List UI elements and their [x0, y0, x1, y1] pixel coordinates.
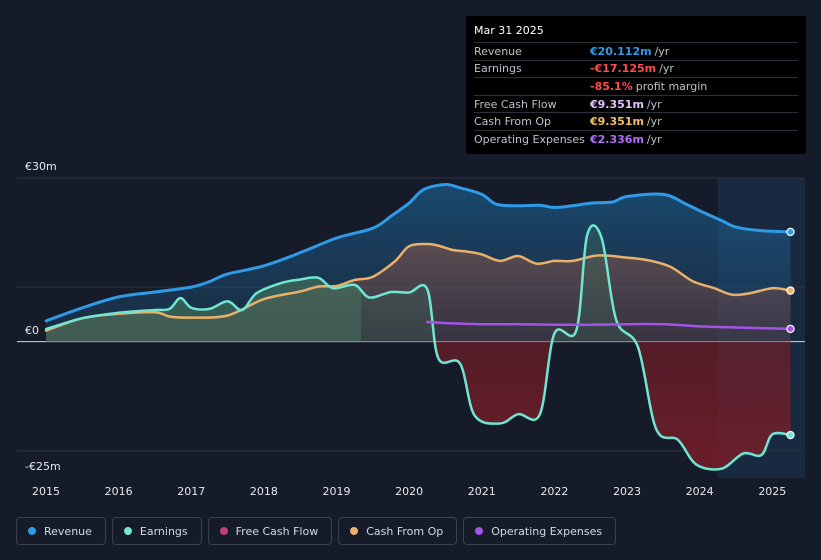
tooltip-row-value: €20.112m: [590, 44, 652, 58]
revenue-endpoint: [786, 227, 795, 237]
legend-dot-icon: [123, 527, 132, 535]
legend-label: Operating Expenses: [491, 524, 603, 538]
tooltip-row: Earnings -€17.125m/yr: [474, 61, 798, 79]
tooltip-row-value: -85.1%: [590, 79, 633, 93]
legend-label: Revenue: [44, 524, 92, 538]
x-tick-label: 2019: [323, 485, 351, 498]
y-tick-label: €30m: [25, 160, 57, 173]
x-axis: 2015 2016 2017 2018 2019 2020 2021 2022 2023 2024…: [32, 485, 786, 498]
legend-item-cash-from-op[interactable]: Cash From Op: [338, 517, 458, 545]
earnings-history-area: [46, 277, 361, 342]
legend-dot-icon: [219, 527, 228, 535]
tooltip-row-label: Operating Expenses: [474, 132, 585, 146]
tooltip-row-unit: /yr: [659, 62, 674, 76]
tooltip-row: -85.1% profit margin: [474, 78, 798, 96]
legend-label: Cash From Op: [366, 524, 444, 538]
series-endpoints: [786, 227, 795, 440]
tooltip-row-unit: /yr: [646, 132, 662, 146]
earnings-endpoint: [786, 430, 795, 440]
tooltip-row: Cash From Op €9.351m/yr: [474, 113, 798, 131]
x-tick-label: 2024: [686, 485, 714, 498]
legend-item-free-cash-flow[interactable]: Free Cash Flow: [207, 517, 333, 545]
y-tick-label: €0: [25, 324, 39, 337]
tooltip-row-unit: /yr: [654, 44, 670, 58]
y-tick-label: -€25m: [25, 460, 61, 473]
legend-dot-icon: [475, 527, 484, 535]
tooltip-row-label: Revenue: [474, 44, 522, 58]
tooltip-row-label: Earnings: [474, 62, 522, 76]
tooltip-row: Revenue €20.112m/yr: [474, 43, 798, 61]
earnings-line: [44, 224, 792, 471]
tooltip-row-unit: /yr: [646, 97, 662, 111]
tooltip-row-label: Free Cash Flow: [474, 97, 557, 111]
operating-expenses-line: [426, 320, 792, 331]
operating-expenses-endpoint: [786, 324, 795, 334]
tooltip-row-unit: profit margin: [635, 79, 708, 93]
tooltip-row-value: €9.351m: [590, 97, 644, 111]
x-tick-label: 2018: [250, 485, 278, 498]
x-tick-label: 2017: [177, 485, 205, 498]
legend-label: Earnings: [139, 524, 188, 538]
series-lines: [44, 182, 792, 471]
legend-dot-icon: [28, 527, 36, 535]
revenue-line: [44, 182, 792, 323]
tooltip-row-value: €9.351m: [590, 115, 644, 129]
x-tick-label: 2020: [395, 485, 423, 498]
x-tick-label: 2015: [32, 485, 60, 498]
tooltip-row-label: Cash From Op: [474, 115, 552, 129]
tooltip-row: Free Cash Flow €9.351m/yr: [474, 96, 798, 114]
tooltip-date: Mar 31 2025: [474, 24, 798, 43]
tooltip-row-value: -€17.125m: [590, 62, 657, 76]
legend-dot-icon: [350, 527, 359, 535]
tooltip-row-value: €2.336m: [590, 132, 644, 146]
legend-item-revenue[interactable]: Revenue: [16, 517, 106, 545]
tooltip: Mar 31 2025 Revenue €20.112m/yr Earnings -€…: [466, 16, 806, 154]
legend-item-earnings[interactable]: Earnings: [111, 517, 202, 545]
tooltip-row: Operating Expenses €2.336m/yr: [474, 131, 798, 148]
earnings-negative-area: [434, 342, 791, 470]
tooltip-row-unit: /yr: [646, 115, 662, 129]
legend-label: Free Cash Flow: [235, 524, 319, 538]
y-axis: €30m €0 -€25m: [25, 160, 61, 473]
series-areas: [46, 184, 791, 470]
x-tick-label: 2022: [540, 485, 568, 498]
tooltip-rows: Revenue €20.112m/yr Earnings -€17.125m/yr -8…: [474, 43, 798, 148]
legend-item-operating-expenses[interactable]: Operating Expenses: [463, 517, 617, 545]
x-tick-label: 2025: [758, 485, 786, 498]
cash-from-op-endpoint: [786, 286, 795, 295]
x-tick-label: 2021: [468, 485, 496, 498]
x-tick-label: 2023: [613, 485, 641, 498]
cash-from-op-line: [44, 242, 792, 332]
x-tick-label: 2016: [105, 485, 133, 498]
legend: Revenue Earnings Free Cash Flow Cash From O…: [16, 517, 617, 545]
